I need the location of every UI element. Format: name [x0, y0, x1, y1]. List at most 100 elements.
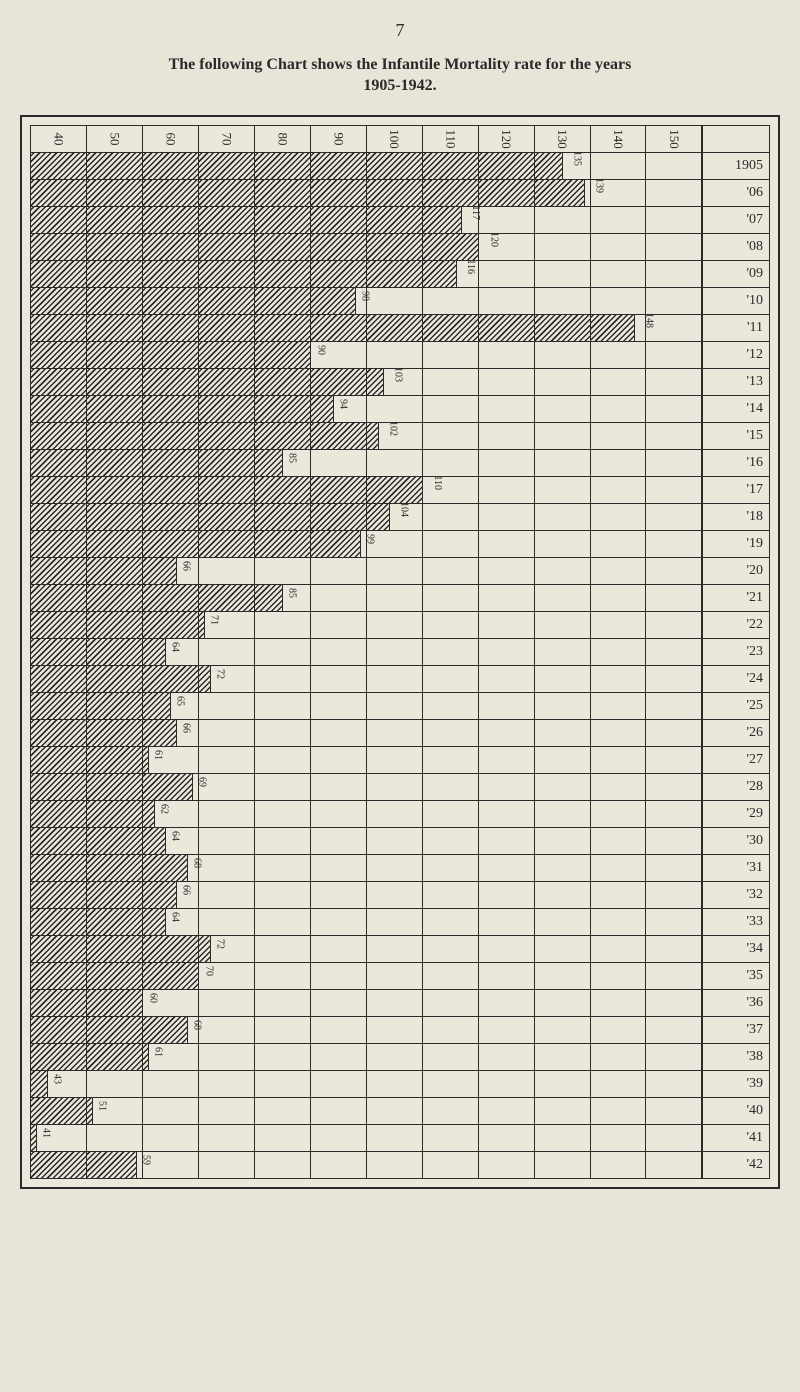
chart-cell [310, 504, 366, 531]
chart-cell [198, 504, 254, 531]
chart-cell [534, 990, 590, 1017]
chart-cell [310, 1017, 366, 1044]
chart-cell [422, 558, 478, 585]
chart-cell [422, 1125, 478, 1152]
chart-cell [534, 369, 590, 396]
chart-row: 64'33 [31, 909, 770, 936]
chart-cell [142, 1071, 198, 1098]
chart-cell [422, 666, 478, 693]
chart-cell [310, 207, 366, 234]
chart-cell [534, 774, 590, 801]
chart-cell [478, 180, 534, 207]
chart-cell [366, 747, 422, 774]
chart-cell [142, 315, 198, 342]
chart-cell [254, 369, 310, 396]
chart-cell [422, 531, 478, 558]
chart-row: 71'22 [31, 612, 770, 639]
chart-cell [366, 666, 422, 693]
chart-cell [590, 639, 646, 666]
chart-cell [198, 828, 254, 855]
chart-cell [366, 882, 422, 909]
chart-title-line1: The following Chart shows the Infantile … [20, 56, 780, 74]
chart-cell: 85 [254, 450, 310, 477]
chart-cell [646, 342, 702, 369]
chart-cell [142, 963, 198, 990]
chart-cell [254, 396, 310, 423]
x-axis-tick-label: 40 [50, 133, 66, 146]
bar-fill [311, 504, 367, 530]
chart-cell [254, 909, 310, 936]
chart-cell [534, 612, 590, 639]
chart-cell [142, 153, 198, 180]
chart-cell [198, 1017, 254, 1044]
chart-cell [254, 1098, 310, 1125]
year-label: '19 [702, 531, 770, 558]
year-label: '13 [702, 369, 770, 396]
bar-fill [199, 612, 205, 638]
chart-cell [198, 234, 254, 261]
bar-fill [87, 963, 143, 989]
chart-cell [422, 504, 478, 531]
chart-cell: 69 [142, 774, 198, 801]
chart-cell [142, 1152, 198, 1179]
chart-cell [590, 423, 646, 450]
chart-cell [534, 936, 590, 963]
chart-row: 104'18 [31, 504, 770, 531]
chart-cell [31, 369, 87, 396]
bar-fill [199, 477, 255, 503]
bar-fill [143, 531, 199, 557]
bar-fill [143, 801, 155, 827]
chart-cell [478, 585, 534, 612]
bar-fill [31, 153, 87, 179]
year-column-header [702, 126, 770, 153]
bar-fill [31, 450, 87, 476]
bar-fill [31, 990, 87, 1016]
chart-cell [310, 450, 366, 477]
bar-fill [31, 1017, 87, 1043]
chart-cell [478, 396, 534, 423]
chart-cell [478, 450, 534, 477]
bar-fill [311, 369, 367, 395]
chart-cell [646, 531, 702, 558]
bar-fill [255, 585, 283, 611]
chart-cell [478, 504, 534, 531]
bar-fill [255, 261, 311, 287]
bar-fill [143, 315, 199, 341]
chart-cell [366, 828, 422, 855]
chart-cell [31, 693, 87, 720]
chart-cell [310, 315, 366, 342]
chart-cell [366, 531, 422, 558]
chart-cell [254, 1125, 310, 1152]
chart-cell [86, 882, 142, 909]
chart-cell: 71 [198, 612, 254, 639]
chart-cell [31, 315, 87, 342]
chart-cell [31, 261, 87, 288]
chart-cell [534, 1152, 590, 1179]
chart-cell [422, 909, 478, 936]
bar-fill [87, 261, 143, 287]
chart-cell [478, 666, 534, 693]
chart-cell [590, 477, 646, 504]
chart-cell [198, 774, 254, 801]
chart-cell: 116 [422, 261, 478, 288]
bar-fill [199, 207, 255, 233]
chart-cell [198, 855, 254, 882]
chart-cell [254, 423, 310, 450]
chart-cell [86, 585, 142, 612]
chart-cell [534, 1044, 590, 1071]
chart-row: 61'27 [31, 747, 770, 774]
chart-cell [590, 747, 646, 774]
chart-cell [254, 936, 310, 963]
bar-fill [31, 1071, 48, 1097]
chart-cell [646, 180, 702, 207]
chart-row: 102'15 [31, 423, 770, 450]
chart-cell [142, 1125, 198, 1152]
x-axis-tick-label: 150 [666, 129, 682, 149]
chart-row: 94'14 [31, 396, 770, 423]
chart-cell [590, 1044, 646, 1071]
chart-cell [646, 612, 702, 639]
bar-fill [87, 666, 143, 692]
bar-fill [87, 774, 143, 800]
bar-fill [199, 234, 255, 260]
year-label: '26 [702, 720, 770, 747]
